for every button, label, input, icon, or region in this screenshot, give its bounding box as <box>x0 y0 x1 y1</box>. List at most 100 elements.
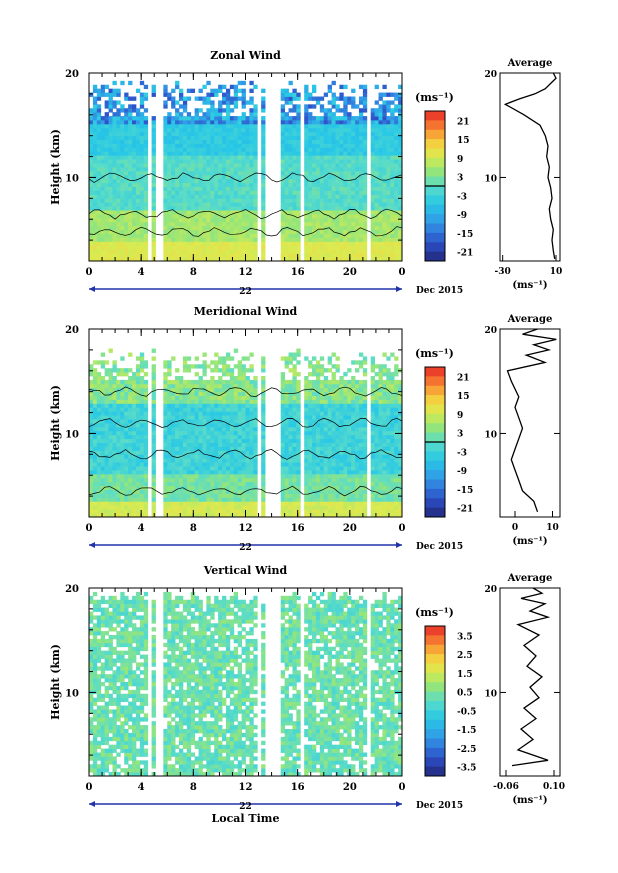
heatmap-cell <box>198 120 203 125</box>
heatmap-cell <box>108 233 113 238</box>
heatmap-cell <box>261 186 266 191</box>
heatmap-cell <box>304 182 309 187</box>
heatmap-cell <box>315 233 321 238</box>
heatmap-cell <box>202 123 207 129</box>
heatmap-cell <box>304 466 309 471</box>
heatmap-cell <box>171 391 176 396</box>
heatmap-cell <box>241 206 246 211</box>
heatmap-cell <box>139 407 145 412</box>
heatmap-cell <box>233 104 239 109</box>
heatmap-cell <box>171 167 176 172</box>
heatmap-cell <box>304 155 309 160</box>
heatmap-cell <box>163 120 168 125</box>
heatmap-cell <box>374 139 379 144</box>
heatmap-cell <box>171 430 176 436</box>
heatmap-cell <box>194 430 199 436</box>
heatmap-cell <box>218 356 223 361</box>
heatmap-cell <box>394 127 399 133</box>
heatmap-cell <box>96 493 102 498</box>
heatmap-cell <box>190 135 196 140</box>
heatmap-cell <box>178 167 184 172</box>
heatmap-cell <box>374 159 379 164</box>
heatmap-cell <box>319 458 325 463</box>
heatmap-cell <box>237 96 242 101</box>
heatmap-cell <box>335 186 340 191</box>
heatmap-cell <box>222 174 227 180</box>
heatmap-cell <box>327 174 332 180</box>
heatmap-cell <box>128 434 133 440</box>
heatmap-cell <box>194 182 199 187</box>
heatmap-cell <box>312 415 317 420</box>
heatmap-cell <box>186 501 192 506</box>
heatmap-cell <box>233 163 239 168</box>
heatmap-cell <box>351 127 356 133</box>
heatmap-cell <box>151 253 156 258</box>
heatmap-cell <box>319 178 325 184</box>
heatmap-cell <box>355 143 360 148</box>
heatmap-cell <box>190 462 196 467</box>
heatmap-cell <box>304 403 309 408</box>
heatmap-cell <box>96 383 102 389</box>
heatmap-cell <box>198 430 203 436</box>
heatmap-cell <box>241 190 246 195</box>
heatmap-cell <box>225 470 231 475</box>
heatmap-cell <box>116 151 121 156</box>
heatmap-cell <box>214 411 219 416</box>
heatmap-cell <box>139 462 145 467</box>
x-tick-label: 0 <box>86 267 93 278</box>
heatmap-cell <box>308 202 313 207</box>
heatmap-cell <box>222 403 227 408</box>
heatmap-cell <box>288 170 293 176</box>
heatmap-cell <box>245 407 250 412</box>
heatmap-cell <box>100 120 106 125</box>
heatmap-cell <box>292 253 297 258</box>
heatmap-cell <box>143 419 149 424</box>
heatmap-cell <box>374 253 379 258</box>
heatmap-cell <box>280 178 286 184</box>
heatmap-cell <box>233 470 239 475</box>
heatmap-cell <box>386 170 391 176</box>
profile-title: Average <box>507 58 553 69</box>
heatmap-cell <box>370 214 376 219</box>
heatmap-cell <box>206 253 211 258</box>
heatmap-cell <box>370 225 376 231</box>
heatmap-cell <box>104 450 109 455</box>
heatmap-cell <box>249 245 254 250</box>
heatmap-cell <box>128 485 133 490</box>
heatmap-cell <box>178 399 184 404</box>
heatmap-cell <box>143 159 149 164</box>
heatmap-cell <box>312 368 317 373</box>
heatmap-cell <box>151 481 156 487</box>
heatmap-cell <box>120 395 125 400</box>
heatmap-cell <box>202 229 207 234</box>
heatmap-cell <box>151 186 156 191</box>
heatmap-cell <box>241 159 246 164</box>
heatmap-cell <box>163 403 168 408</box>
heatmap-cell <box>132 462 137 467</box>
heatmap-cell <box>312 190 317 195</box>
heatmap-cell <box>116 186 121 191</box>
heatmap-cell <box>225 481 231 487</box>
heatmap-cell <box>292 245 297 250</box>
heatmap-cell <box>218 513 223 518</box>
heatmap-cell <box>135 225 141 231</box>
heatmap-cell <box>167 489 172 494</box>
heatmap-cell <box>374 112 379 117</box>
heatmap-cell <box>128 395 133 400</box>
heatmap-cell <box>214 360 219 365</box>
heatmap-cell <box>202 167 207 172</box>
heatmap-cell <box>151 245 156 250</box>
heatmap-cell <box>284 214 289 219</box>
heatmap-cell <box>178 493 184 498</box>
heatmap-cell <box>124 116 129 121</box>
heatmap-cell <box>261 364 266 369</box>
heatmap-cell <box>210 155 215 160</box>
heatmap-cell <box>198 505 203 510</box>
heatmap-cell <box>171 407 176 412</box>
heatmap-cell <box>308 403 313 408</box>
heatmap-cell <box>128 411 133 416</box>
heatmap-cell <box>362 88 368 93</box>
heatmap-cell <box>178 88 184 93</box>
heatmap-cell <box>225 147 231 152</box>
